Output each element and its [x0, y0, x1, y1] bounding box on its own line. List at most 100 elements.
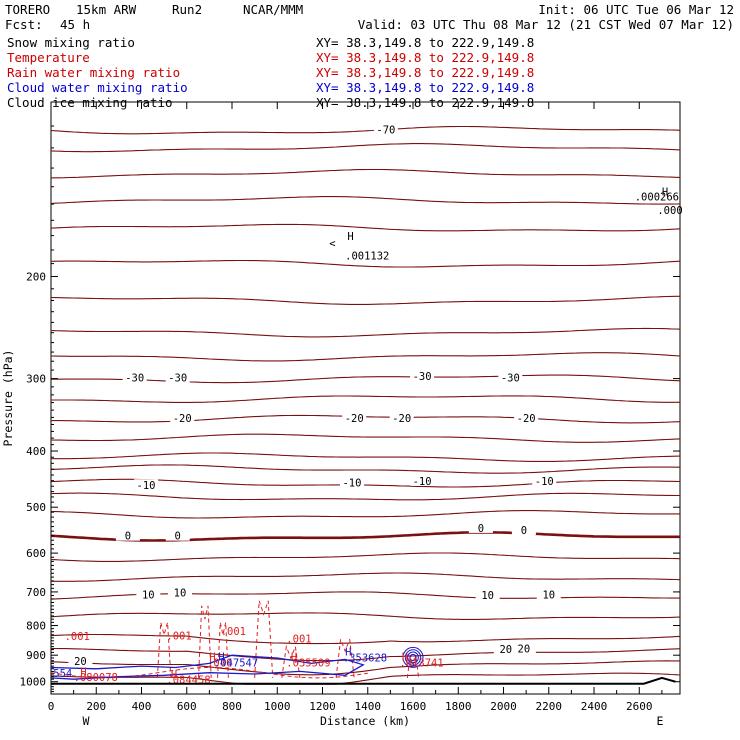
rain-contour — [406, 655, 420, 678]
legend-cloud-water-xy: XY= 38.3,149.8 to 222.9,149.8 — [316, 80, 534, 95]
contour-annotation: H — [662, 187, 668, 199]
isotherm — [50, 125, 681, 135]
isotherm — [50, 492, 680, 501]
cloud-water-cell — [407, 651, 419, 664]
rain-contour — [198, 605, 212, 678]
axes: 0 200 400 600 800 1000 1200 1400 1600 1800 2000 220… — [20, 102, 680, 713]
contour-annotation: .001 — [65, 631, 90, 643]
isotherm-label: -30 — [413, 371, 432, 383]
contour-label-bg — [342, 411, 367, 423]
legend-snow: Snow mixing ratio — [7, 35, 135, 50]
isotherm-label: 0 — [175, 531, 181, 543]
isotherm-label: -10 — [342, 477, 361, 489]
rain-contour — [254, 600, 274, 678]
contour-label-bg — [167, 586, 192, 598]
contour-label-bg — [536, 588, 561, 600]
x-tick-label: 2400 — [581, 700, 608, 713]
y-tick-label: 600 — [26, 547, 46, 560]
isotherm — [50, 531, 680, 542]
x-tick-label: 0 — [48, 700, 55, 713]
cloud-water-cell — [409, 653, 417, 661]
model-name: TORERO — [5, 2, 50, 17]
contour-label-bg — [339, 476, 364, 488]
contour-label-bg — [493, 643, 518, 655]
contour-annotation: .001 — [286, 633, 311, 645]
contour-annotation: .080078 — [74, 672, 118, 684]
isotherm-label: -70 — [376, 125, 395, 137]
isotherm — [50, 572, 681, 582]
x-tick-label: 2200 — [536, 700, 563, 713]
contour-label-bg — [410, 369, 435, 381]
isotherm-label: -30 — [168, 373, 187, 385]
isotherm — [51, 374, 681, 384]
isotherm-label: 0 — [125, 531, 131, 543]
contour-label-bg — [532, 474, 557, 486]
isotherm-label: -30 — [501, 373, 520, 385]
contour-label-bg — [511, 642, 536, 654]
rain-contour — [335, 639, 355, 678]
isotherm-label: 10 — [481, 590, 494, 602]
y-tick-label: 1000 — [20, 676, 47, 689]
legend-rain: Rain water mixing ratio — [7, 65, 180, 80]
y-tick-label: 300 — [26, 373, 46, 386]
isotherm-label: -20 — [173, 413, 192, 425]
isotherm — [51, 452, 681, 462]
cloud-water-cell — [404, 649, 422, 666]
isotherm — [51, 647, 681, 662]
isotherm — [51, 395, 680, 403]
fcst-value: 45 h — [60, 17, 90, 32]
isotherm-label: -20 — [345, 413, 364, 425]
isotherm-label: -30 — [125, 373, 144, 385]
y-tick-label: 900 — [26, 649, 46, 662]
west-label: W — [83, 714, 90, 728]
precip-contours — [50, 600, 424, 680]
terrain-line — [51, 676, 676, 685]
contour-annotation: H — [218, 652, 224, 664]
contour-label-bg — [136, 588, 161, 600]
legend-temperature-xy: XY= 38.3,149.8 to 222.9,149.8 — [316, 50, 534, 65]
isotherm-label: 20 — [499, 644, 512, 656]
contour-annotation: .040 — [207, 658, 232, 670]
isotherm — [50, 223, 681, 232]
isotherm — [50, 295, 680, 305]
contour-label-bg — [475, 589, 500, 601]
fcst-label: Fcst: — [5, 17, 43, 32]
contour-annotation: .001132 — [345, 251, 389, 263]
contour-annotation: 554 — [53, 668, 72, 680]
plot-frame — [50, 101, 681, 695]
contour-annotation: H — [347, 231, 353, 243]
contour-annotation: .001 — [221, 626, 246, 638]
annotations: H.001132<.000266H.000.001.001.001.001H.0… — [53, 123, 683, 687]
isotherm-label: 20 — [74, 656, 87, 668]
contour-annotation: H — [345, 647, 351, 659]
terrain — [51, 676, 676, 685]
isotherm-label: -20 — [517, 413, 536, 425]
y-axis-title: Pressure (hPa) — [1, 350, 15, 447]
contour-label-bg — [134, 479, 159, 491]
contour-annotation: H — [402, 652, 408, 664]
isotherm-label: 10 — [542, 589, 555, 601]
contour-annotation: .035509 — [286, 658, 330, 670]
contour-label-bg — [389, 411, 414, 423]
x-tick-label: 1000 — [264, 700, 291, 713]
field-legend: Snow mixing ratio XY= 38.3,149.8 to 222.… — [7, 35, 534, 110]
y-tick-label: 700 — [26, 586, 46, 599]
legend-temperature: Temperature — [7, 50, 90, 65]
x-tick-label: 600 — [177, 700, 197, 713]
isotherm — [50, 464, 680, 474]
contour-annotation: < — [329, 238, 335, 250]
legend-snow-xy: XY= 38.3,149.8 to 222.9,149.8 — [316, 35, 534, 50]
y-tick-label: 500 — [26, 501, 46, 514]
contour-label-bg — [170, 411, 195, 423]
contour-label-bg — [410, 474, 435, 486]
contour-annotation: .047547 — [214, 658, 258, 670]
isotherm — [50, 633, 681, 645]
x-tick-label: 2600 — [626, 700, 653, 713]
x-tick-label: 1600 — [400, 700, 427, 713]
contour-annotation: .000 — [657, 205, 682, 217]
contour-label-bg — [468, 521, 493, 533]
isotherm-label: -10 — [137, 480, 156, 492]
isotherm — [50, 327, 681, 338]
x-axis-title: Distance (km) — [320, 714, 410, 728]
isotherm-label: 10 — [174, 588, 187, 600]
